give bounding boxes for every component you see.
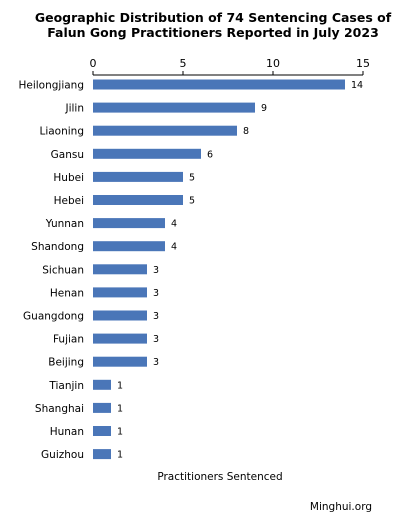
data-label: 9 [261, 103, 267, 114]
data-label: 3 [153, 311, 159, 322]
category-label: Shanghai [35, 403, 84, 415]
category-label: Guangdong [23, 311, 84, 323]
x-axis: 0 5 10 15 [90, 57, 370, 76]
category-label: Fujian [53, 334, 84, 346]
data-label: 14 [351, 80, 363, 91]
bar [93, 195, 183, 205]
chart-title-line-2: Falun Gong Practitioners Reported in Jul… [47, 25, 379, 40]
chart-title-line-1: Geographic Distribution of 74 Sentencing… [35, 10, 392, 25]
bar [93, 333, 147, 344]
category-label: Jilin [64, 103, 84, 115]
category-label: Hubei [53, 172, 84, 184]
data-label: 3 [153, 265, 159, 276]
category-label: Gansu [51, 149, 84, 161]
category-label: Shandong [31, 241, 84, 253]
category-labels: Heilongjiang Jilin Liaoning Gansu Hubei Hebei… [18, 80, 84, 462]
category-label: Henan [50, 287, 84, 299]
bar [93, 102, 255, 113]
bars: 14 9 8 6 5 5 4 4 3 3 3 3 3 1 1 1 1 [93, 79, 363, 461]
data-label: 1 [117, 450, 123, 461]
x-tick-label: 15 [356, 57, 370, 70]
bar [93, 148, 201, 159]
category-label: Hunan [50, 426, 84, 438]
category-label: Hebei [54, 195, 84, 207]
bar [93, 171, 183, 182]
category-label: Guizhou [41, 449, 84, 461]
data-label: 4 [171, 242, 177, 253]
category-label: Tianjin [48, 380, 84, 392]
bar [93, 218, 165, 229]
x-tick-label: 0 [90, 57, 97, 70]
bar [93, 125, 237, 136]
bar [93, 241, 165, 252]
data-label: 5 [189, 172, 195, 183]
category-label: Liaoning [39, 126, 84, 138]
source-label: Minghui.org [310, 501, 372, 513]
data-label: 8 [243, 126, 249, 137]
x-tick-label: 10 [266, 57, 280, 70]
data-label: 3 [153, 357, 159, 368]
x-tick-label: 5 [180, 57, 187, 70]
category-label: Beijing [48, 357, 84, 369]
data-label: 3 [153, 288, 159, 299]
category-label: Yunnan [45, 218, 84, 230]
bar [93, 287, 147, 298]
data-label: 5 [189, 196, 195, 207]
data-label: 3 [153, 334, 159, 345]
data-label: 1 [117, 380, 123, 391]
data-label: 4 [171, 219, 177, 230]
data-label: 6 [207, 149, 213, 160]
bar [93, 449, 111, 460]
bar [93, 402, 111, 413]
x-axis-title: Practitioners Sentenced [157, 471, 282, 483]
bar [93, 379, 111, 390]
category-label: Heilongjiang [18, 80, 84, 92]
data-label: 1 [117, 427, 123, 438]
data-label: 1 [117, 403, 123, 414]
category-label: Sichuan [42, 264, 84, 276]
bar [93, 356, 147, 367]
bar [93, 426, 111, 436]
bar [93, 79, 345, 90]
bar [93, 310, 147, 321]
bar [93, 264, 147, 275]
